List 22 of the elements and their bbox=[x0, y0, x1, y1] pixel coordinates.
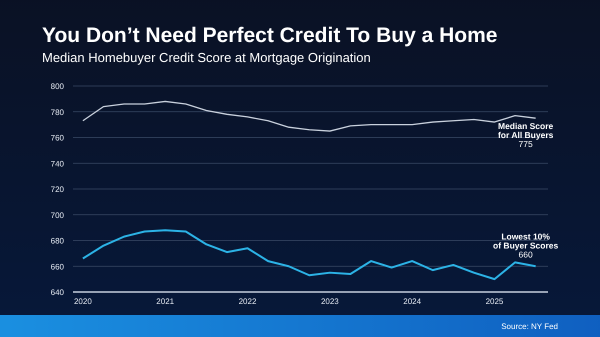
data-label: 775 bbox=[518, 139, 534, 150]
x-tick-label: 2023 bbox=[320, 297, 340, 306]
y-tick-label: 640 bbox=[50, 288, 65, 297]
x-tick-label: 2022 bbox=[238, 297, 257, 306]
y-tick-label: 740 bbox=[50, 159, 65, 168]
y-tick-label: 780 bbox=[50, 108, 65, 117]
text: Lowest 10% of Buyer Scores bbox=[493, 231, 559, 250]
y-tick-label: 800 bbox=[50, 82, 65, 91]
data-label: 660 bbox=[518, 249, 534, 260]
series-label: Median Score for All Buyers bbox=[498, 121, 554, 140]
y-tick-label: 700 bbox=[50, 210, 65, 220]
x-tick-label: 2020 bbox=[74, 297, 92, 306]
y-tick-label: 760 bbox=[50, 134, 65, 142]
x-tick-label: 2024 bbox=[403, 297, 422, 306]
x-tick-label: 2021 bbox=[156, 297, 175, 306]
chart-title: You Don’t Need Perfect Credit To Buy a Home bbox=[42, 24, 498, 47]
y-tick-label: 720 bbox=[50, 185, 65, 194]
y-tick-label: 660 bbox=[50, 262, 65, 272]
x-tick-label: 2025 bbox=[486, 297, 504, 306]
y-tick-label: 680 bbox=[50, 236, 65, 246]
chart-subtitle: Median Homebuyer Credit Score at Mortgage Origination bbox=[42, 50, 371, 65]
source-note: Source: NY Fed bbox=[501, 322, 558, 331]
